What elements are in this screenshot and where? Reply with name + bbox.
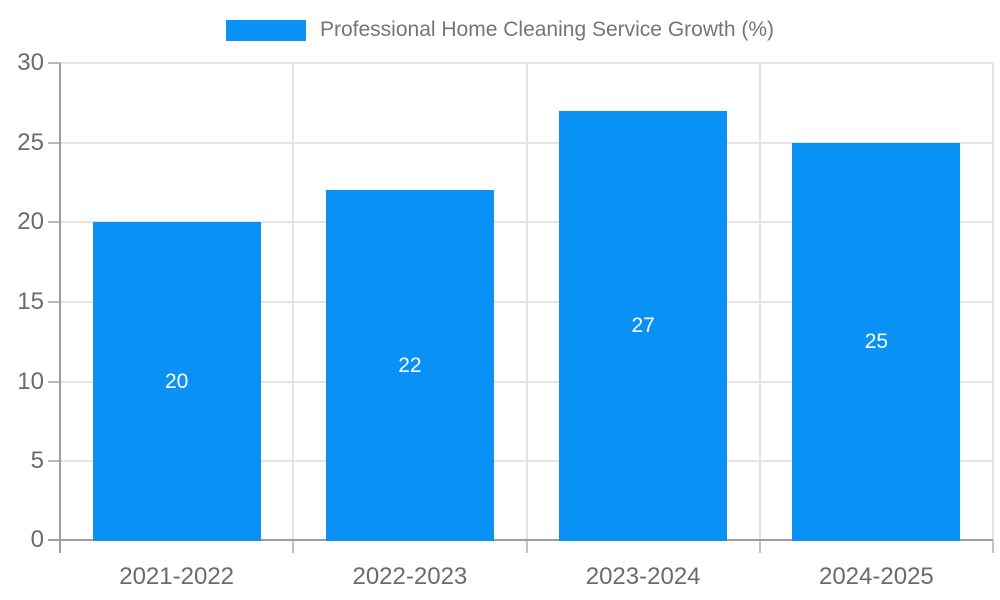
x-tick-label: 2023-2024: [585, 563, 701, 590]
bar-value-label: 27: [631, 313, 655, 337]
bar: [559, 110, 728, 541]
x-axis-line: [60, 539, 993, 541]
legend-swatch: [225, 19, 306, 41]
h-gridline: [60, 301, 993, 303]
y-tick-mark: [48, 62, 60, 64]
y-tick-label: 30: [17, 49, 44, 76]
v-gridline: [992, 63, 994, 541]
y-tick-mark: [48, 539, 60, 541]
bar-value-label: 20: [164, 369, 189, 393]
x-tick-mark: [525, 541, 528, 553]
x-tick-mark: [292, 541, 295, 553]
bar: [792, 142, 961, 541]
y-tick-mark: [48, 460, 60, 463]
x-tick-mark: [992, 541, 994, 553]
y-tick-label: 10: [17, 367, 44, 395]
bar-value-label: 25: [864, 329, 889, 353]
y-tick-mark: [48, 141, 60, 144]
y-tick-label: 5: [30, 447, 44, 475]
legend: Professional Home Cleaning Service Growt…: [0, 18, 1000, 42]
legend-label: Professional Home Cleaning Service Growt…: [319, 18, 774, 41]
h-gridline: [60, 141, 993, 144]
y-tick-label: 20: [17, 208, 44, 236]
x-tick-label: 2021-2022: [119, 563, 235, 590]
h-gridline: [60, 62, 993, 64]
h-gridline: [60, 460, 993, 463]
y-tick-label: 0: [30, 526, 44, 553]
bar-value-label: 22: [398, 353, 422, 377]
bar: [325, 190, 494, 541]
x-tick-label: 2024-2025: [818, 563, 934, 590]
x-tick-label: 2022-2023: [352, 563, 468, 590]
y-tick-label: 15: [17, 288, 44, 315]
plot-area: 0 5 10 15 20 25 30 20 2021-2022 22 2022-2023 27 2023…: [17, 49, 994, 590]
h-gridline: [60, 221, 993, 224]
y-tick-mark: [48, 221, 60, 224]
h-gridline: [60, 380, 993, 383]
x-tick-mark: [758, 541, 761, 553]
y-tick-label: 25: [17, 128, 44, 156]
y-axis-line: [59, 63, 61, 553]
bar: [92, 222, 261, 541]
y-tick-mark: [48, 301, 60, 303]
y-tick-mark: [48, 380, 60, 383]
